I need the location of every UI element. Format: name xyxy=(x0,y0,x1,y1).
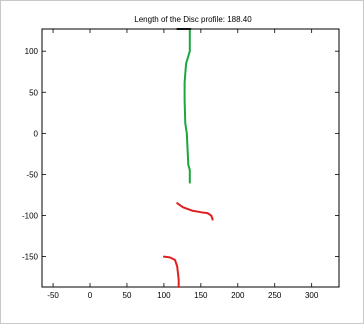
y-tick-label: 50 xyxy=(29,88,38,97)
x-tick-label: -50 xyxy=(47,291,59,300)
x-tick-label: 300 xyxy=(305,291,319,300)
series-line-2 xyxy=(176,202,214,221)
series-layer xyxy=(162,28,214,288)
axis-layer: -50 0 50 100 150 200 250 300 100 50 0 -50 -100 -150 xyxy=(22,29,339,300)
x-tick-label: 100 xyxy=(157,291,171,300)
y-tick-label: -150 xyxy=(22,253,39,262)
y-tick-label: 100 xyxy=(25,47,39,56)
y-tick-label: -100 xyxy=(22,212,39,221)
series-line-1 xyxy=(183,28,191,184)
y-tick-label: 0 xyxy=(34,129,39,138)
series-line-3 xyxy=(162,255,180,288)
x-tick-label: 250 xyxy=(268,291,282,300)
y-tick-label: -50 xyxy=(26,170,38,179)
x-tick-label: 200 xyxy=(231,291,245,300)
x-tick-label: 50 xyxy=(123,291,132,300)
plot-area xyxy=(41,28,340,288)
x-tick-label: 150 xyxy=(194,291,208,300)
chart-title: Length of the Disc profile: 188.40 xyxy=(134,15,252,24)
x-tick-label: 0 xyxy=(88,291,93,300)
